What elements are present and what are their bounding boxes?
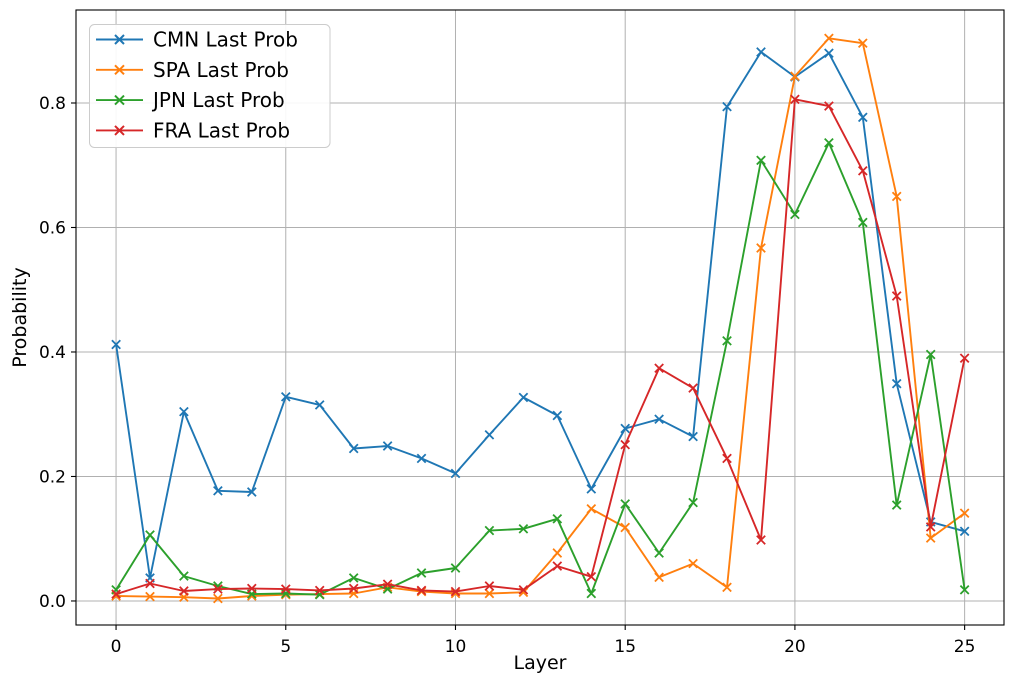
- x-tick-label: 10: [445, 637, 467, 657]
- axes-layer: 0 5 10 15 20 25 0.0 0.2 0.4 0.6 0.8: [39, 9, 1005, 657]
- x-tick-label: 15: [614, 637, 636, 657]
- legend: CMN Last Prob SPA Last Prob JPN Last Prob F…: [89, 24, 331, 148]
- y-tick-label: 0.0: [39, 592, 66, 612]
- legend-marker-x-icon: [114, 34, 125, 45]
- legend-label: SPA Last Prob: [153, 58, 289, 82]
- x-tick-label: 25: [954, 637, 976, 657]
- legend-marker-x-icon: [114, 94, 125, 106]
- legend-item-fra-last-prob: FRA Last Prob: [96, 118, 290, 142]
- series-markers-jpn-last-prob: [111, 137, 970, 600]
- legend-box: [89, 24, 331, 148]
- series-line-cmn-last-prob: [115, 51, 965, 579]
- y-tick-label: 0.2: [39, 467, 66, 487]
- x-axis-label: Layer: [514, 652, 567, 674]
- y-axis-label: Probability: [9, 267, 31, 367]
- plot-frame: [75, 9, 1005, 626]
- legend-item-jpn-last-prob: JPN Last Prob: [96, 88, 285, 112]
- series-line-spa-last-prob: [116, 37, 966, 600]
- y-tick-label: 0.8: [39, 94, 66, 114]
- legend-marker-x-icon: [114, 64, 125, 76]
- series-markers-fra-last-prob: [111, 94, 970, 599]
- legend-label: CMN Last Prob: [153, 28, 298, 52]
- y-tick-label: 0.6: [39, 218, 66, 238]
- legend-item-spa-last-prob: SPA Last Prob: [96, 58, 289, 82]
- legend-item-cmn-last-prob: CMN Last Prob: [96, 28, 298, 52]
- legend-label: FRA Last Prob: [153, 118, 290, 142]
- x-tick-label: 20: [784, 637, 806, 657]
- y-tick-label: 0.4: [39, 343, 66, 363]
- x-tick-label: 5: [280, 637, 291, 657]
- x-tick-label: 0: [111, 637, 122, 657]
- series-layer: [111, 33, 970, 604]
- legend-label: JPN Last Prob: [151, 88, 285, 112]
- legend-marker-x-icon: [114, 125, 125, 136]
- series-line-fra-last-prob: [115, 98, 966, 596]
- series-line-jpn-last-prob: [115, 141, 966, 596]
